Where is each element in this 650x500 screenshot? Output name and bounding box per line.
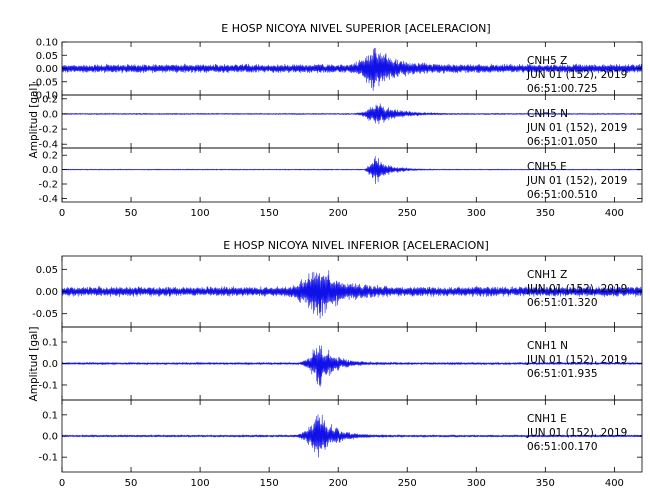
panel-frame (61, 147, 643, 203)
station-info-line: JUN 01 (152), 2019 (526, 175, 627, 187)
x-tick-label: 50 (125, 208, 138, 219)
station-info-line: JUN 01 (152), 2019 (526, 283, 627, 295)
station-info-line: 06:51:01.935 (527, 368, 598, 380)
x-tick-label: 400 (605, 478, 624, 489)
waveform-trace (61, 103, 643, 125)
station-info-line: CNH5 Z (527, 55, 567, 67)
x-tick-label: 350 (536, 478, 555, 489)
x-tick-label: 200 (329, 478, 348, 489)
waveform-trace (61, 156, 643, 185)
y-tick-label: 0.10 (36, 38, 58, 49)
y-tick-label: 0.05 (36, 51, 58, 62)
panel-cnh1-e: 0.1 0.0 -0.1 CNH1 E JUN 01 (152), 2019 06:51:… (38, 399, 643, 473)
station-info-line: JUN 01 (152), 2019 (526, 427, 627, 439)
x-tick-label: 300 (467, 208, 486, 219)
x-tick-label: 200 (329, 208, 348, 219)
waveform-trace (61, 345, 643, 387)
x-tick-label: 300 (467, 478, 486, 489)
chart-title-inferior: E HOSP NICOYA NIVEL INFERIOR [ACELERACIO… (223, 239, 489, 252)
x-tick-label: 100 (191, 478, 210, 489)
panel-cnh5-z: 0.10 0.05 0.00 -0.05 -0.10 CNH5 Z JUN 01 (152)… (32, 38, 643, 102)
station-info-line: CNH5 E (527, 161, 567, 173)
y-tick-label: 0.05 (36, 265, 58, 276)
station-info-line: JUN 01 (152), 2019 (526, 69, 627, 81)
waveform-trace (61, 414, 643, 458)
x-tick-label: 400 (605, 208, 624, 219)
x-tick-label: 250 (398, 478, 417, 489)
station-info-line: 06:51:01.050 (527, 136, 598, 148)
x-tick-label: 0 (59, 478, 65, 489)
y-tick-label: 0.0 (42, 165, 58, 176)
y-tick-label: -0.1 (38, 453, 58, 464)
station-info-line: CNH1 E (527, 413, 567, 425)
waveform-trace (61, 47, 643, 91)
y-tick-label: 0.00 (36, 287, 58, 298)
y-tick-label: 0.2 (42, 94, 58, 105)
y-tick-label: -0.05 (32, 309, 58, 320)
y-tick-label: -0.4 (38, 194, 58, 205)
x-tick-label: 150 (260, 478, 279, 489)
station-info-line: 06:51:00.170 (527, 441, 598, 453)
panel-cnh5-e: 0.2 0.0 -0.2 -0.4 CNH5 E JUN 01 (152), 2019 06… (38, 147, 643, 205)
y-tick-label: 0.2 (42, 151, 58, 162)
y-tick-label: 0.0 (42, 109, 58, 120)
panel-cnh1-n: 0.1 0.0 -0.1 CNH1 N JUN 01 (152), 2019 06:51:… (38, 326, 643, 401)
y-tick-label: 0.00 (36, 64, 58, 75)
station-info-line: 06:51:00.510 (527, 189, 598, 201)
station-info-line: CNH1 Z (527, 269, 567, 281)
y-tick-label: 0.0 (42, 432, 58, 443)
y-tick-label: -0.2 (38, 180, 58, 191)
chart-title-superior: E HOSP NICOYA NIVEL SUPERIOR [ACELERACIO… (221, 22, 490, 35)
y-tick-label: 0.1 (42, 338, 58, 349)
y-tick-label: -0.1 (38, 380, 58, 391)
y-tick-label: -0.4 (38, 140, 58, 151)
x-tick-label: 100 (191, 208, 210, 219)
panel-cnh1-z: 0.05 0.00 -0.05 CNH1 Z JUN 01 (152), 2019 06:… (32, 255, 643, 328)
y-tick-label: -0.05 (32, 77, 58, 88)
x-tick-label: 0 (59, 208, 65, 219)
y-tick-label: -0.10 (32, 91, 58, 102)
y-tick-label: -0.2 (38, 125, 58, 136)
panel-cnh5-n: 0.2 0.0 -0.2 -0.4 CNH5 N JUN 01 (152), 2019 06… (38, 94, 643, 151)
y-axis-label-inferior: Amplitud [gal] (28, 327, 40, 402)
x-tick-label: 50 (125, 478, 138, 489)
station-info-line: CNH1 N (527, 340, 568, 352)
station-info-line: 06:51:01.320 (527, 297, 598, 309)
x-tick-label: 250 (398, 208, 417, 219)
station-info-line: 06:51:00.725 (527, 83, 598, 95)
x-tick-label: 350 (536, 208, 555, 219)
y-axis-label-superior: Amplitud [gal] (28, 84, 40, 159)
x-tick-label: 150 (260, 208, 279, 219)
station-info-line: JUN 01 (152), 2019 (526, 122, 627, 134)
y-tick-label: 0.0 (42, 359, 58, 370)
y-tick-label: 0.1 (42, 410, 58, 421)
waveform-trace (61, 270, 643, 319)
station-info-line: JUN 01 (152), 2019 (526, 354, 627, 366)
station-info-line: CNH5 N (527, 108, 568, 120)
